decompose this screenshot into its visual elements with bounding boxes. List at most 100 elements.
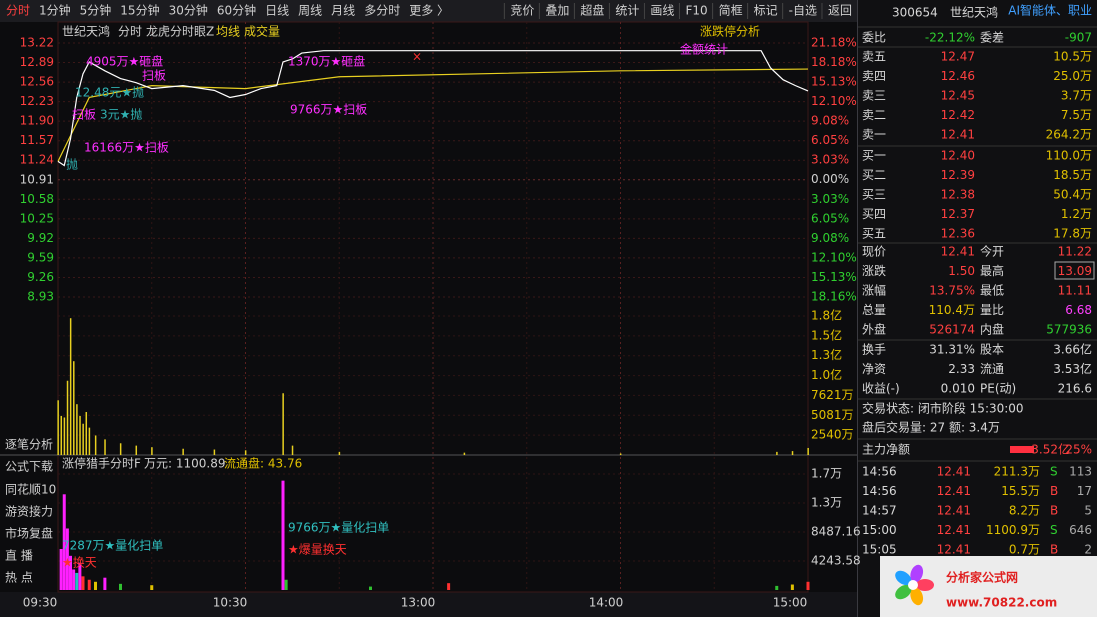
lower-bar: [62, 494, 66, 590]
trade-status: 交易状态: 闭市阶段 15:30:00: [862, 401, 1024, 416]
x-tick-label: 14:00: [589, 596, 624, 610]
tool-button[interactable]: 画线: [650, 4, 674, 18]
tool-button[interactable]: 简框: [719, 4, 743, 18]
book-label: 卖四: [862, 69, 886, 83]
logo-petal: [910, 564, 924, 583]
y-tick-label: 11.90: [20, 114, 54, 128]
book-price: 12.41: [941, 128, 975, 142]
y-tick-label: 10.25: [20, 211, 54, 225]
stat-value: 31.31%: [929, 343, 975, 357]
tool-button[interactable]: 超盘: [580, 3, 604, 18]
tick-count: 17: [1077, 484, 1092, 498]
main-pct: 25%: [1065, 443, 1092, 457]
analysis-button[interactable]: 涨跌停分析: [700, 24, 760, 39]
y-tick-label: 11.24: [20, 153, 54, 167]
tick-price: 12.41: [937, 465, 971, 479]
stat-value: 3.53亿: [1053, 361, 1092, 376]
y2-tick-label: 6.05%: [811, 211, 849, 225]
stat-value: 11.11: [1058, 284, 1092, 298]
book-volume: 17.8万: [1053, 227, 1092, 241]
logo-petal: [916, 579, 934, 591]
stat-label: 内盘: [980, 322, 1004, 337]
period-tab[interactable]: 周线: [298, 4, 322, 18]
main-label: 主力净额: [862, 443, 910, 457]
tool-button[interactable]: 叠加: [545, 4, 569, 18]
lower-bar: [75, 572, 79, 590]
tool-button[interactable]: 标记: [754, 4, 778, 18]
sidebar-button[interactable]: 逐笔分析: [5, 437, 53, 452]
lower-tick-label: 1.7万: [811, 466, 842, 480]
y-tick-label: 9.92: [27, 231, 54, 245]
period-tab[interactable]: 月线: [331, 4, 355, 18]
annotation: 4905万★砸盘: [86, 54, 163, 69]
lower-tick-label: 1.3万: [811, 495, 842, 509]
tick-side: B: [1050, 504, 1058, 518]
stat-value: 216.6: [1058, 382, 1092, 396]
stat-label: 现价: [862, 245, 886, 259]
annotation: ×: [412, 50, 422, 64]
period-tab[interactable]: 更多 〉: [409, 4, 449, 18]
vol-tick-label: 1.0亿: [811, 367, 842, 382]
y2-tick-label: 12.10%: [811, 94, 857, 108]
lower-bar: [65, 528, 69, 590]
volume-bar: [94, 435, 97, 455]
lower-bar: [150, 585, 154, 590]
sidebar-button[interactable]: 同花顺10: [5, 482, 56, 497]
volume-bar: [63, 417, 66, 455]
after-hours: 盘后交易量: 27 额: 3.4万: [862, 420, 1000, 435]
period-tab[interactable]: 5分钟: [80, 3, 112, 18]
sidebar-button[interactable]: 市场复盘: [5, 526, 53, 541]
vol-tick-label: 7621万: [811, 388, 854, 402]
y2-tick-label: 3.03%: [811, 153, 849, 167]
stat-label: 今开: [980, 244, 1004, 259]
volume-bar: [73, 361, 75, 455]
y2-tick-label: 21.18%: [811, 36, 857, 50]
stat-label: 涨跌: [862, 263, 886, 278]
stat-label: 总量: [862, 303, 886, 317]
tool-button[interactable]: F10: [685, 4, 707, 18]
sidebar-button[interactable]: 直 播: [5, 549, 33, 563]
x-tick-label: 09:30: [23, 596, 58, 610]
book-volume: 7.5万: [1061, 108, 1092, 122]
volume-bar: [79, 415, 81, 455]
tool-button[interactable]: 返回: [828, 4, 852, 18]
period-tab[interactable]: 60分钟: [217, 3, 256, 18]
tick-side: S: [1050, 523, 1058, 537]
period-tab[interactable]: 15分钟: [120, 3, 159, 18]
price-line: [57, 50, 809, 167]
lower-bar: [94, 581, 97, 590]
lower-bar: [775, 585, 779, 590]
y2-tick-label: 9.08%: [811, 231, 849, 245]
period-tab[interactable]: 30分钟: [169, 3, 208, 18]
sidebar-button[interactable]: 热 点: [5, 571, 33, 585]
tick-count: 113: [1069, 465, 1092, 479]
stat-value: 2.33: [948, 362, 975, 376]
watermark-title: 分析家公式网: [946, 570, 1018, 585]
period-tab[interactable]: 分时: [6, 4, 30, 18]
stock-code: 300654: [892, 6, 938, 20]
book-label: 卖一: [862, 128, 886, 142]
volume-bar: [82, 423, 84, 455]
tick-side: B: [1050, 543, 1058, 557]
sidebar-button[interactable]: 游资接力: [5, 504, 53, 519]
period-tab[interactable]: 1分钟: [39, 3, 71, 18]
tool-button[interactable]: -自选: [789, 4, 817, 18]
volume-bar: [282, 393, 284, 455]
tick-volume: 1100.9万: [986, 523, 1040, 537]
period-tab[interactable]: 日线: [265, 4, 289, 18]
period-tab[interactable]: 多分时: [364, 4, 400, 18]
tool-button[interactable]: 竞价: [510, 4, 534, 18]
stat-label: 收益(-): [862, 382, 900, 396]
y2-tick-label: 3.03%: [811, 192, 849, 206]
volume-bar: [57, 400, 59, 455]
high-box: [1054, 261, 1095, 280]
volume-bar: [791, 451, 794, 455]
annotation: 3元★抛: [100, 107, 142, 122]
x-tick-label: 10:30: [213, 596, 248, 610]
sidebar-button[interactable]: 公式下载: [5, 460, 53, 474]
lower-bar: [806, 581, 810, 590]
lower-bar: [119, 583, 122, 590]
tool-button[interactable]: 统计: [615, 4, 639, 18]
stat-value: 526174: [929, 323, 975, 337]
stat-label: PE(动): [980, 382, 1016, 396]
